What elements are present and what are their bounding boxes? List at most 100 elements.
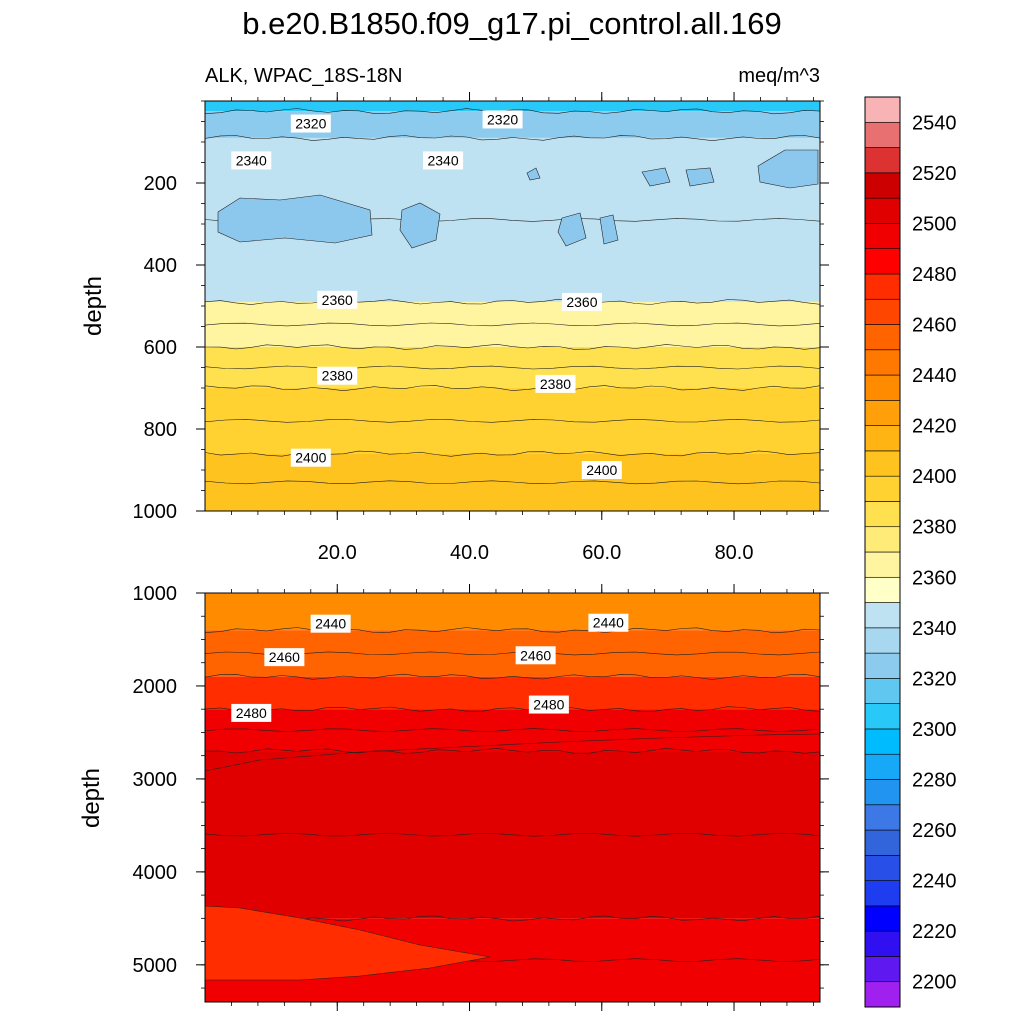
colorbar-box xyxy=(864,602,901,629)
contour-label-text: 2460 xyxy=(520,647,551,663)
upper-axis-ticks: 200 400 600 800 1000 20.0 40.0 60.0 80.0 xyxy=(133,92,829,564)
contour-label-text: 2360 xyxy=(322,292,353,308)
upper-contour-labels: 2320 2320 2340 2340 2360 2360 2380 2380 2400 2400 xyxy=(231,110,622,479)
colorbar-box xyxy=(864,956,901,983)
contour-blob xyxy=(399,202,441,249)
contour-line xyxy=(204,706,821,713)
contour-label-text: 2360 xyxy=(566,294,597,310)
contour-label: 2400 xyxy=(581,461,622,479)
contour-label-text: 2320 xyxy=(487,111,518,127)
colorbar-box xyxy=(864,324,901,351)
colorbar-box xyxy=(864,223,901,249)
colorbar-box xyxy=(864,501,901,528)
colorbar-tick-label: 2240 xyxy=(912,871,957,893)
contour-blob xyxy=(526,167,541,181)
contour-blob xyxy=(641,167,671,187)
colorbar-tick-label: 2420 xyxy=(912,416,957,438)
contour-label: 2480 xyxy=(528,695,569,714)
colorbar-box xyxy=(864,400,901,426)
upper-contour-blobs xyxy=(217,149,819,249)
colorbar-box xyxy=(864,576,901,603)
contour-label-text: 2400 xyxy=(586,462,617,478)
colorbar-box xyxy=(864,298,901,325)
contour-label-text: 2440 xyxy=(593,615,624,631)
contour-band xyxy=(205,101,820,112)
contour-label-box xyxy=(423,151,464,170)
contour-label: 2400 xyxy=(290,448,331,467)
contour-label-box xyxy=(535,374,576,393)
colorbar-box xyxy=(864,930,901,957)
colorbar-box xyxy=(864,475,901,502)
contour-blob xyxy=(557,212,587,247)
contour-band xyxy=(205,709,820,752)
colorbar-tick-label: 2440 xyxy=(912,365,957,387)
y-tick-label: 1000 xyxy=(133,501,178,523)
contour-line xyxy=(204,322,821,327)
lower-contour-fill xyxy=(205,593,820,1002)
colorbar-box xyxy=(864,96,901,123)
lower-contour-lines xyxy=(204,627,821,981)
colorbar-box xyxy=(864,753,901,780)
chart-title: b.e20.B1850.f09_g17.pi_control.all.169 xyxy=(242,6,782,41)
contour-line xyxy=(204,915,821,922)
colorbar-box xyxy=(864,880,901,907)
contour-label-text: 2400 xyxy=(295,450,326,466)
contour-line xyxy=(204,651,821,656)
colorbar-tick-label: 2360 xyxy=(912,567,957,589)
contour-blob xyxy=(685,167,715,187)
contour-label: 2360 xyxy=(561,292,602,311)
contour-label-box xyxy=(515,646,556,665)
contour-label-box xyxy=(290,114,331,133)
colorbar-box xyxy=(864,804,901,831)
contour-label-box xyxy=(317,366,358,385)
colorbar-frame xyxy=(864,96,901,1008)
variable-label: ALK, WPAC_18S-18N xyxy=(205,65,403,87)
contour-label-box xyxy=(482,110,523,129)
colorbar-box xyxy=(864,678,901,704)
contour-label-text: 2480 xyxy=(236,705,267,721)
contour-label: 2360 xyxy=(317,290,358,309)
colorbar: 2200 2220 2240 2260 2280 2300 2320 2340 2360 2380… xyxy=(864,96,957,1008)
contour-band xyxy=(205,676,820,710)
x-tick-label: 80.0 xyxy=(715,542,754,564)
colorbar-tick-label: 2280 xyxy=(912,770,957,792)
contour-label-text: 2440 xyxy=(315,616,346,632)
colorbar-box xyxy=(864,652,901,679)
colorbar-box xyxy=(864,425,901,452)
colorbar-box xyxy=(864,905,901,932)
colorbar-tick-label: 2340 xyxy=(912,618,957,640)
y-tick-label: 800 xyxy=(144,419,177,441)
contour-label: 2340 xyxy=(231,151,272,170)
contour-label-box xyxy=(290,448,331,467)
contour-label: 2440 xyxy=(588,613,629,632)
contour-label-box xyxy=(231,703,272,722)
contour-line xyxy=(204,385,821,392)
contour-label: 2480 xyxy=(231,703,272,722)
contour-label-box xyxy=(231,151,272,170)
contour-blob xyxy=(204,905,491,981)
colorbar-tick-label: 2220 xyxy=(912,921,957,943)
units-label: meq/m^3 xyxy=(738,65,820,87)
contour-line xyxy=(204,135,821,142)
colorbar-box xyxy=(864,551,901,578)
colorbar-box xyxy=(864,703,901,730)
contour-label-box xyxy=(264,648,305,667)
colorbar-box xyxy=(864,172,901,199)
contour-line xyxy=(204,747,821,754)
y-tick-label: 1000 xyxy=(133,583,178,605)
colorbar-box xyxy=(864,981,901,1008)
y-tick-label: 600 xyxy=(144,337,177,359)
colorbar-box xyxy=(864,349,901,376)
contour-label: 2460 xyxy=(264,648,305,667)
contour-band xyxy=(205,301,820,347)
contour-label: 2340 xyxy=(423,151,464,170)
contour-label-box xyxy=(310,614,351,633)
colorbar-box xyxy=(864,829,901,856)
contour-label-box xyxy=(317,290,358,309)
contour-line xyxy=(204,673,821,680)
colorbar-box xyxy=(864,147,901,174)
colorbar-tick-label: 2400 xyxy=(912,466,957,488)
colorbar-box xyxy=(864,526,901,553)
contour-label-text: 2480 xyxy=(533,697,564,713)
contour-label-text: 2320 xyxy=(295,116,326,132)
